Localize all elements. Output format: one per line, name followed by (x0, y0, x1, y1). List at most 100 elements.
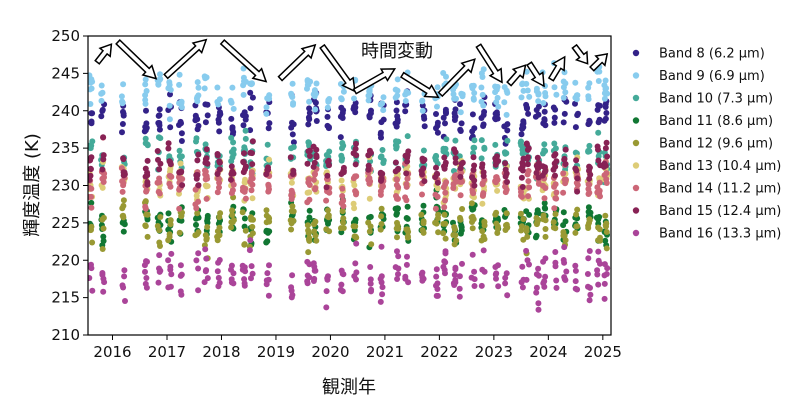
data-point (573, 167, 580, 174)
data-point (551, 84, 558, 91)
data-point (440, 114, 447, 121)
data-point (263, 110, 270, 117)
data-point (193, 214, 200, 221)
data-point (572, 79, 579, 86)
annotation-label: 時間変動 (361, 41, 433, 62)
data-point (88, 79, 94, 86)
data-point (471, 283, 478, 289)
data-point (552, 263, 559, 270)
data-point (165, 145, 172, 152)
data-point (143, 107, 149, 114)
data-point (594, 143, 601, 150)
data-point (560, 84, 567, 91)
data-point (481, 219, 488, 226)
data-point (442, 159, 449, 166)
data-point (434, 103, 440, 110)
data-point (304, 199, 311, 206)
data-point (165, 140, 172, 147)
data-point (586, 142, 593, 149)
data-point (88, 154, 95, 161)
data-point (100, 134, 107, 141)
data-point (99, 246, 106, 252)
data-point (393, 193, 399, 199)
data-point (177, 168, 184, 175)
data-point (595, 157, 602, 164)
data-point (596, 226, 603, 233)
data-point (550, 166, 557, 173)
data-point (585, 181, 592, 188)
data-point (542, 255, 549, 262)
y-tick-label: 240 (51, 102, 80, 120)
data-point (204, 215, 211, 222)
data-point (602, 237, 609, 244)
data-point (194, 210, 201, 217)
data-point (440, 70, 447, 76)
data-point (88, 275, 93, 281)
data-point (432, 191, 439, 198)
data-point (602, 77, 609, 84)
data-point (304, 278, 311, 285)
data-point (193, 257, 200, 264)
data-point (479, 180, 486, 187)
data-point (305, 249, 312, 256)
data-point (157, 71, 163, 78)
data-point (504, 292, 511, 299)
data-point (228, 158, 235, 165)
data-point (452, 232, 459, 239)
data-point (468, 200, 475, 207)
data-point (176, 229, 183, 236)
data-point (433, 273, 440, 280)
data-point (481, 268, 488, 275)
data-point (324, 172, 331, 179)
data-point (404, 175, 411, 182)
data-point (480, 191, 487, 198)
data-point (525, 110, 532, 117)
data-point (457, 101, 463, 108)
data-point (193, 135, 200, 142)
data-point (352, 223, 359, 230)
data-point (366, 195, 373, 202)
data-point (176, 153, 183, 160)
data-point (194, 126, 201, 133)
data-point (195, 265, 202, 272)
data-point (585, 148, 592, 155)
data-point (368, 286, 375, 293)
data-point (214, 152, 221, 159)
data-point (195, 287, 202, 294)
data-point (601, 272, 608, 279)
data-point (534, 218, 541, 225)
data-point (553, 284, 560, 291)
data-point (550, 104, 557, 111)
data-point (552, 225, 559, 232)
data-point (353, 189, 359, 196)
trend-arrows (94, 38, 609, 99)
data-point (478, 137, 485, 144)
data-point (481, 144, 488, 151)
data-point (451, 173, 458, 180)
data-point (324, 104, 331, 111)
data-point (312, 170, 318, 177)
data-point (525, 168, 532, 174)
data-point (572, 100, 578, 107)
data-point (541, 195, 548, 202)
data-point (520, 216, 527, 223)
data-point (338, 281, 345, 288)
data-point (353, 173, 360, 180)
data-point (585, 225, 592, 231)
data-point (88, 184, 93, 191)
data-point (542, 93, 549, 100)
data-point (265, 125, 272, 132)
data-point (480, 247, 487, 254)
data-point (494, 94, 501, 101)
data-point (535, 98, 542, 105)
data-point (241, 215, 248, 222)
data-point (440, 263, 447, 270)
data-point (216, 158, 223, 165)
data-point (561, 156, 568, 163)
data-point (603, 176, 610, 183)
data-point (204, 219, 211, 226)
data-point (195, 250, 202, 257)
data-point (242, 135, 249, 142)
data-point (202, 141, 209, 148)
data-point (432, 219, 439, 226)
